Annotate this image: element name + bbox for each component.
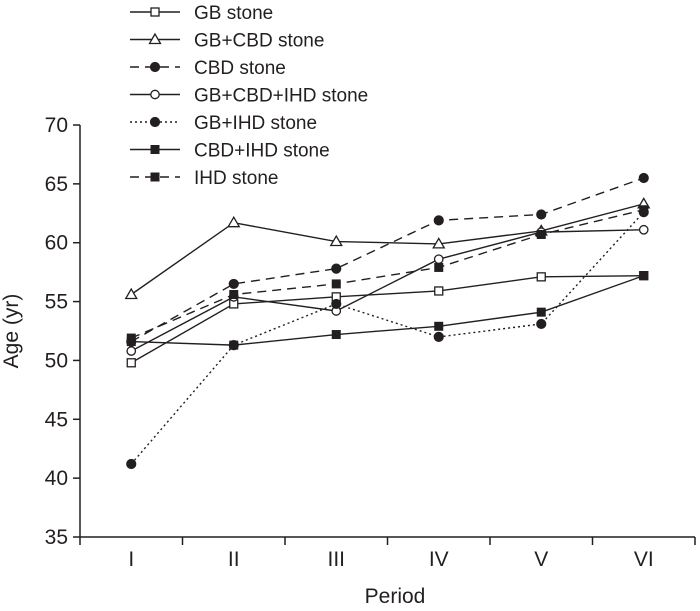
data-point	[536, 318, 547, 330]
data-point	[433, 215, 444, 226]
data-point	[432, 237, 446, 249]
data-point	[433, 254, 444, 265]
legend-swatch-marker	[150, 7, 160, 17]
data-point	[434, 262, 444, 272]
legend: GB stone GB+CBD stone CBD stone GB+CBD+IHD …	[130, 3, 368, 189]
data-point	[536, 209, 547, 220]
legend-item: GB stone	[130, 3, 273, 24]
data-point	[126, 458, 137, 470]
data-point	[227, 215, 241, 228]
series-line	[131, 275, 644, 346]
series-6	[126, 205, 649, 343]
data-point	[331, 279, 341, 289]
x-tick-label: II	[228, 548, 240, 571]
x-axis-title: Period	[365, 585, 426, 608]
series-line	[130, 177, 644, 343]
legend-item: CBD stone	[130, 58, 286, 79]
data-point	[331, 298, 342, 310]
legend-swatch-marker	[149, 61, 161, 73]
y-tick-label: 55	[45, 291, 68, 314]
legend-label: GB stone	[194, 3, 273, 24]
legend-swatch-marker	[149, 116, 161, 128]
data-point	[536, 272, 546, 282]
data-point	[229, 290, 239, 300]
y-tick-label: 35	[45, 526, 68, 549]
series-layer	[124, 172, 651, 470]
legend-label: GB+CBD+IHD stone	[194, 86, 368, 107]
legend-item: GB+CBD+IHD stone	[130, 86, 368, 107]
data-point	[434, 321, 444, 331]
legend-label: CBD stone	[194, 58, 286, 79]
data-point	[638, 224, 649, 235]
data-point	[331, 263, 342, 274]
series-line	[130, 203, 644, 296]
series-line	[130, 211, 645, 465]
data-point	[638, 172, 649, 184]
series-0	[126, 271, 649, 368]
data-point	[536, 229, 546, 239]
series-2	[126, 172, 649, 347]
legend-swatch-marker	[150, 89, 160, 100]
data-point	[639, 271, 649, 281]
legend-item: CBD+IHD stone	[130, 141, 330, 162]
data-point	[329, 234, 343, 247]
data-point	[331, 330, 341, 340]
series-line	[130, 229, 644, 352]
series-line	[130, 274, 644, 364]
y-tick-label: 65	[45, 173, 68, 196]
data-point	[228, 278, 239, 290]
series-4	[126, 207, 649, 470]
legend-swatch-marker	[150, 145, 160, 154]
y-tick-label: 70	[45, 114, 68, 137]
legend-label: GB+IHD stone	[194, 113, 317, 134]
legend-label: GB+CBD stone	[194, 31, 324, 52]
y-tick-label: 45	[45, 408, 68, 431]
data-point	[639, 205, 649, 215]
legend-item: GB+IHD stone	[130, 113, 317, 134]
series-5	[126, 271, 649, 350]
y-tick-label: 50	[45, 349, 68, 372]
x-tick-label: V	[534, 548, 548, 571]
legend-label: IHD stone	[194, 168, 278, 189]
data-point	[124, 287, 138, 300]
legend-label: CBD+IHD stone	[194, 141, 330, 162]
data-point	[536, 307, 546, 317]
legend-item: GB+CBD stone	[130, 31, 324, 52]
y-tick-label: 60	[45, 232, 68, 255]
data-point	[126, 333, 136, 343]
x-tick-label: III	[327, 548, 345, 571]
x-tick-label: I	[128, 548, 134, 571]
legend-swatch-marker	[150, 172, 160, 182]
data-point	[229, 340, 239, 350]
y-tick-label: 40	[45, 467, 68, 490]
data-point	[433, 331, 444, 342]
y-axis-title: Age (yr)	[0, 294, 23, 369]
data-point	[126, 358, 136, 368]
series-1	[124, 197, 651, 300]
data-point	[126, 346, 137, 356]
legend-item: IHD stone	[130, 168, 278, 189]
series-line	[130, 209, 644, 339]
x-tick-label: IV	[429, 548, 449, 571]
x-tick-label: VI	[634, 548, 654, 571]
data-point	[434, 286, 444, 296]
legend-swatch-marker	[148, 32, 162, 45]
